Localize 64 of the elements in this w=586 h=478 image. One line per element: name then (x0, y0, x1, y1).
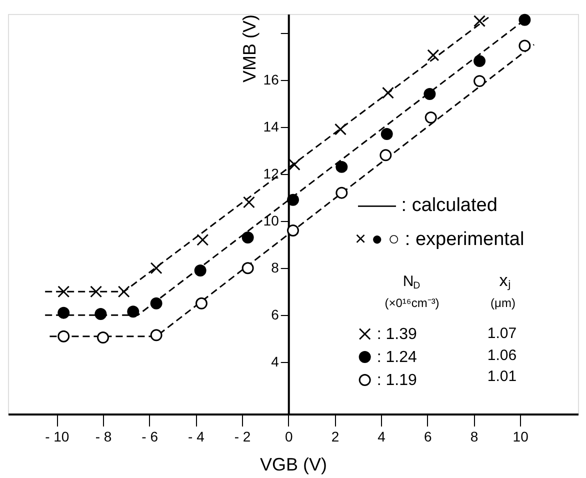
point (242, 262, 254, 274)
point (288, 158, 300, 171)
point (58, 330, 70, 342)
annotation: 1.01 (487, 368, 517, 385)
annotation: (μm) (490, 296, 516, 310)
point (242, 196, 255, 208)
point (336, 186, 348, 199)
point (287, 224, 299, 236)
x-tick-label: 6 (424, 428, 432, 444)
point (518, 14, 531, 26)
legend-label: : 1.39 (376, 326, 417, 343)
x-tick-label: - 4 (188, 428, 205, 444)
annotation: xⱼ (499, 271, 511, 291)
point (196, 234, 209, 246)
y-axis-title: VMB (V) (239, 14, 260, 83)
point (474, 75, 486, 88)
point (380, 149, 392, 162)
annotation: (×0¹⁶cm⁻³) (384, 296, 440, 310)
point (94, 308, 107, 320)
x-tick-label: - 8 (95, 428, 112, 444)
annotation: × ● ○ : experimental (355, 229, 524, 250)
point (424, 88, 436, 100)
point (127, 306, 140, 318)
x-tick-label: 10 (512, 428, 529, 444)
point (150, 329, 162, 342)
point (380, 128, 393, 140)
point (427, 49, 440, 62)
point (58, 286, 70, 298)
point (242, 232, 254, 244)
y-tick-label: 14 (263, 118, 280, 134)
point (424, 112, 437, 124)
y-tick-label: 16 (263, 71, 280, 88)
y-tick-label: 8 (271, 260, 280, 276)
legend-label: : 1.24 (376, 349, 417, 366)
point (518, 40, 531, 52)
x-tick-label: - 6 (142, 428, 158, 444)
point (150, 297, 162, 310)
annotation: —— : calculated (358, 195, 498, 216)
y-tick-label: 6 (271, 306, 280, 323)
annotation: 1.06 (487, 347, 517, 364)
x-tick-label: 8 (470, 428, 478, 444)
point (336, 160, 348, 173)
point (334, 123, 346, 136)
x-tick-label: - 2 (234, 428, 251, 444)
x-axis-title: VGB (V) (260, 454, 328, 474)
point (382, 86, 394, 99)
point (194, 264, 206, 276)
x-tick-label: 0 (284, 428, 293, 444)
point (58, 306, 70, 319)
annotation: 1.07 (487, 325, 517, 342)
point (97, 332, 109, 344)
point (287, 194, 299, 206)
x-tick-label: 2 (331, 428, 340, 444)
point (474, 15, 486, 28)
y-tick-label: 12 (263, 166, 280, 182)
y-tick-label: 4 (271, 354, 280, 370)
x-tick-label: 4 (378, 428, 386, 444)
point (195, 297, 208, 310)
x-tick-label: - 10 (45, 428, 70, 444)
point (474, 55, 486, 68)
point (90, 286, 102, 298)
point (118, 286, 130, 298)
point (150, 262, 162, 274)
legend-label: : 1.19 (376, 372, 417, 389)
